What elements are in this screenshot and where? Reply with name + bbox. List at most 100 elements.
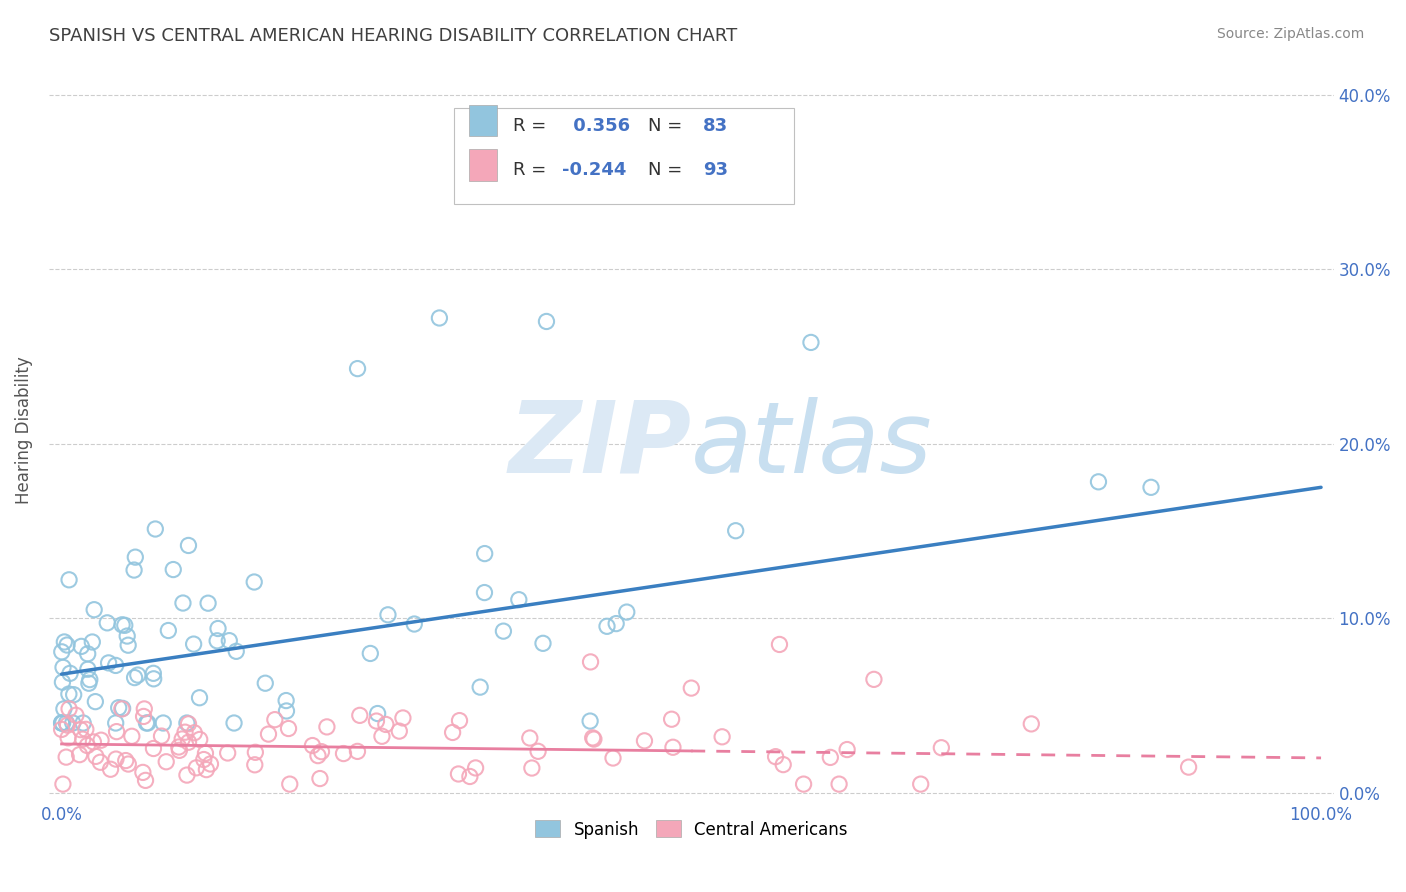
Point xyxy=(474,547,496,561)
Point xyxy=(309,772,332,786)
Point xyxy=(105,724,128,739)
Point xyxy=(79,673,101,687)
Point xyxy=(157,624,180,638)
Point xyxy=(55,716,77,731)
Point xyxy=(177,539,200,553)
Bar xyxy=(470,149,498,180)
Point xyxy=(56,731,79,745)
Point xyxy=(177,716,200,731)
Point xyxy=(124,671,146,685)
Point xyxy=(53,635,76,649)
Point xyxy=(135,716,157,731)
Point xyxy=(429,310,451,325)
Point xyxy=(55,750,77,764)
Point xyxy=(536,314,558,328)
Point xyxy=(582,732,605,747)
Point xyxy=(76,647,98,661)
Point xyxy=(51,716,73,731)
Point xyxy=(150,729,173,743)
Point xyxy=(772,757,794,772)
Point xyxy=(531,636,554,650)
Point xyxy=(121,729,143,743)
Point xyxy=(377,607,399,622)
Point xyxy=(183,726,205,740)
Point xyxy=(910,777,932,791)
Point xyxy=(62,688,84,702)
Point xyxy=(441,725,464,739)
Point xyxy=(311,745,333,759)
Point xyxy=(51,645,73,659)
Point xyxy=(366,714,388,728)
Point xyxy=(132,709,155,723)
Point xyxy=(162,563,184,577)
Point xyxy=(218,633,240,648)
Point xyxy=(174,725,197,739)
Point xyxy=(371,729,394,743)
Point xyxy=(458,769,481,783)
Point xyxy=(307,748,329,763)
Point xyxy=(349,708,371,723)
Point xyxy=(194,746,217,760)
Point xyxy=(62,716,84,731)
Point xyxy=(56,718,79,732)
Point xyxy=(623,166,645,180)
Point xyxy=(193,753,215,767)
Point xyxy=(474,585,496,599)
Point xyxy=(243,574,266,589)
Point xyxy=(863,673,886,687)
Point xyxy=(301,739,323,753)
Point xyxy=(367,706,389,721)
Legend: Spanish, Central Americans: Spanish, Central Americans xyxy=(529,814,853,846)
Point xyxy=(176,716,198,731)
Point xyxy=(115,629,138,643)
Point xyxy=(205,633,228,648)
Point xyxy=(195,763,218,777)
Point xyxy=(155,755,177,769)
Point xyxy=(278,777,301,791)
Point xyxy=(520,761,543,775)
Point xyxy=(346,744,368,758)
Point xyxy=(169,743,191,757)
Point xyxy=(404,617,426,632)
Text: -0.244: -0.244 xyxy=(561,161,626,179)
Point xyxy=(52,660,75,674)
Point xyxy=(793,777,815,791)
Point xyxy=(117,638,139,652)
Point xyxy=(82,735,104,749)
Point xyxy=(492,624,515,639)
Point xyxy=(97,656,120,670)
Point xyxy=(724,524,747,538)
Point xyxy=(117,757,139,772)
Point xyxy=(84,695,107,709)
Text: N =: N = xyxy=(648,161,688,179)
Point xyxy=(177,735,200,749)
Point xyxy=(616,605,638,619)
Point xyxy=(257,727,280,741)
Point xyxy=(188,690,211,705)
Point xyxy=(143,522,166,536)
Point xyxy=(69,747,91,762)
Point xyxy=(72,716,94,731)
Point xyxy=(765,749,787,764)
Point xyxy=(69,723,91,737)
Point xyxy=(111,701,134,715)
Point xyxy=(633,734,655,748)
Text: 83: 83 xyxy=(703,117,728,135)
Point xyxy=(447,767,470,781)
Point xyxy=(114,618,136,632)
Point xyxy=(931,740,953,755)
Point xyxy=(122,563,145,577)
Point xyxy=(768,637,790,651)
Point xyxy=(602,751,624,765)
Point xyxy=(96,615,118,630)
Text: R =: R = xyxy=(513,161,551,179)
Point xyxy=(392,711,415,725)
Point xyxy=(464,761,486,775)
Point xyxy=(142,672,165,686)
Point xyxy=(605,616,627,631)
Point xyxy=(276,704,298,718)
Point xyxy=(800,335,823,350)
Point xyxy=(51,716,73,731)
Point xyxy=(332,747,354,761)
Point xyxy=(152,716,174,731)
